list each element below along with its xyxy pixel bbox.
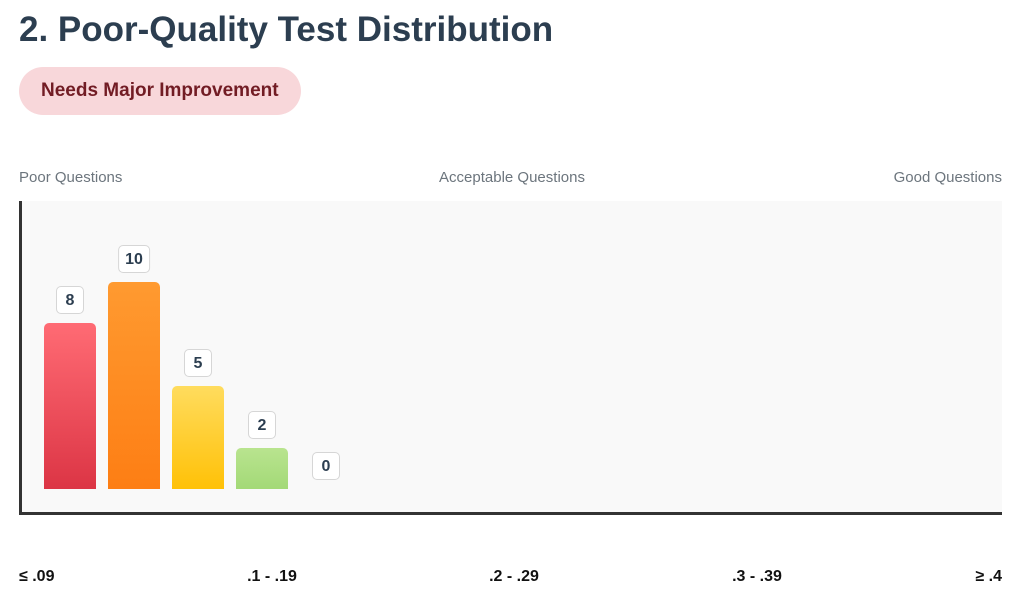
bar-1 bbox=[44, 323, 96, 489]
bar-3 bbox=[172, 385, 224, 489]
bar-value-label-1: 8 bbox=[56, 286, 84, 315]
page-title: 2. Poor-Quality Test Distribution bbox=[19, 10, 554, 49]
chart-plot-area: 8 10 5 2 0 bbox=[19, 201, 1002, 515]
bar-value-label-3: 5 bbox=[184, 348, 212, 377]
bar-value-label-5: 0 bbox=[312, 452, 340, 480]
x-tick-label-3: .2 - .29 bbox=[489, 568, 539, 585]
x-tick-label-4: .3 - .39 bbox=[732, 568, 782, 585]
x-tick-label-2: .1 - .19 bbox=[247, 568, 297, 585]
bar-value-label-4: 2 bbox=[248, 410, 276, 439]
zone-label-poor: Poor Questions bbox=[19, 169, 123, 186]
zone-label-good: Good Questions bbox=[893, 169, 1002, 186]
x-tick-label-1: ≤ .09 bbox=[19, 568, 55, 585]
x-tick-label-5: ≥ .4 bbox=[975, 568, 1002, 585]
status-badge: Needs Major Improvement bbox=[19, 67, 301, 115]
bar-2 bbox=[108, 282, 160, 489]
bar-4 bbox=[236, 447, 288, 489]
bar-value-label-2: 10 bbox=[118, 245, 150, 273]
zone-label-acceptable: Acceptable Questions bbox=[439, 169, 585, 186]
